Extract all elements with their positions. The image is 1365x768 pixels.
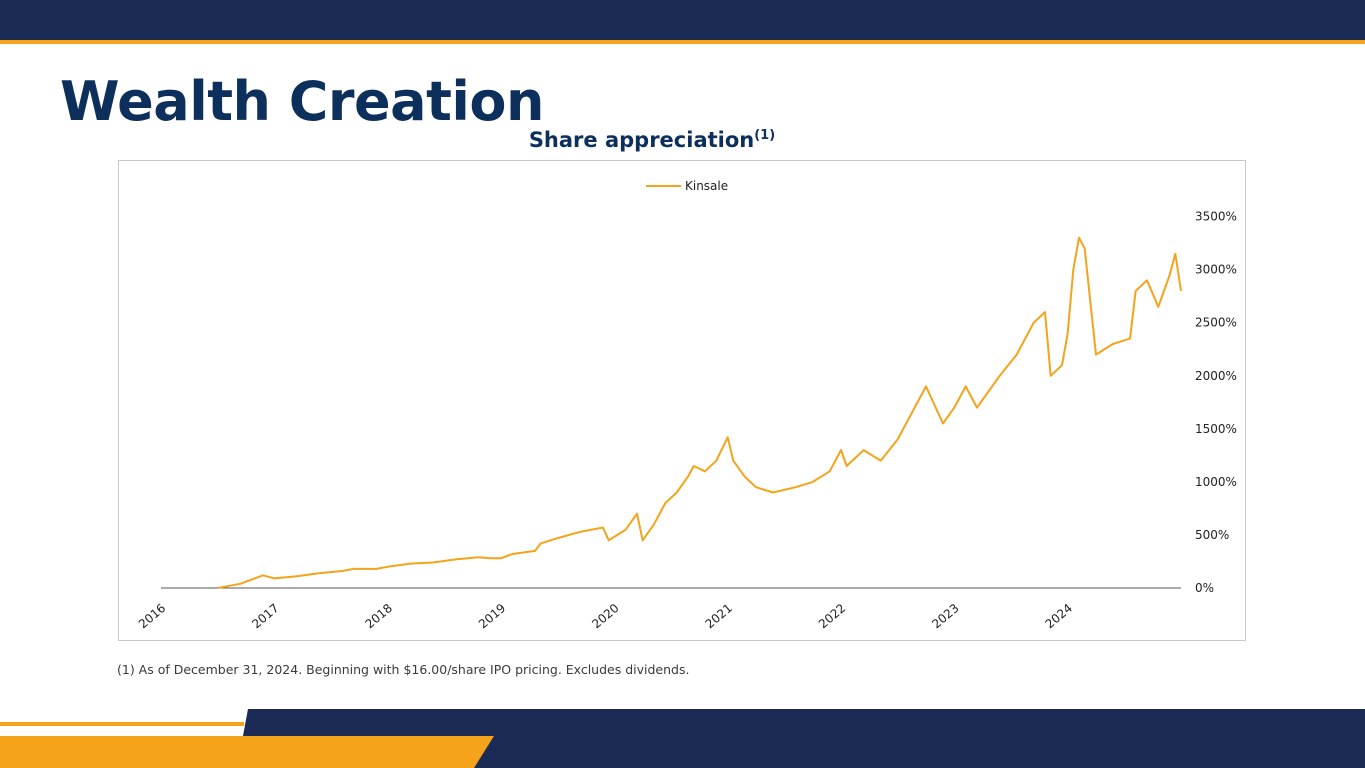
x-tick-label: 2019 xyxy=(476,601,508,631)
x-tick-label: 2022 xyxy=(816,601,848,631)
header-accent-stripe xyxy=(0,40,1365,44)
chart-area: 0% 500% 1000% 1500% 2000% 2500% 3000% 3500% 2016… xyxy=(118,160,1246,641)
y-tick-label: 3500% xyxy=(1195,210,1237,224)
y-tick-label: 2000% xyxy=(1195,369,1237,383)
y-tick-label: 0% xyxy=(1195,581,1214,595)
footnote: (1) As of December 31, 2024. Beginning w… xyxy=(117,662,690,677)
x-tick-label: 2016 xyxy=(136,601,168,631)
y-tick-label: 2500% xyxy=(1195,316,1237,330)
legend-label: Kinsale xyxy=(685,179,728,193)
y-tick-label: 1500% xyxy=(1195,422,1237,436)
y-tick-label: 3000% xyxy=(1195,263,1237,277)
y-tick-label: 1000% xyxy=(1195,475,1237,489)
chart-title-footnote-marker: (1) xyxy=(754,128,776,143)
series-line-kinsale xyxy=(217,236,1182,589)
chart-title: Share appreciation(1) xyxy=(0,128,1304,152)
chart-title-text: Share appreciation xyxy=(528,128,755,152)
header-band xyxy=(0,0,1365,40)
x-tick-label: 2018 xyxy=(363,601,395,631)
line-chart: 0% 500% 1000% 1500% 2000% 2500% 3000% 3500% 2016… xyxy=(136,179,1237,631)
x-tick-label: 2021 xyxy=(703,601,735,631)
x-tick-label: 2024 xyxy=(1043,601,1075,631)
footer-thin-stripe xyxy=(0,722,244,726)
y-tick-label: 500% xyxy=(1195,528,1229,542)
footer-navy-shape xyxy=(237,709,1365,768)
x-tick-label: 2017 xyxy=(249,601,281,631)
page-title: Wealth Creation xyxy=(60,70,544,133)
footer-orange-shape xyxy=(0,736,494,768)
x-tick-label: 2023 xyxy=(929,601,961,631)
footer-band xyxy=(0,709,1365,768)
x-tick-label: 2020 xyxy=(589,601,621,631)
